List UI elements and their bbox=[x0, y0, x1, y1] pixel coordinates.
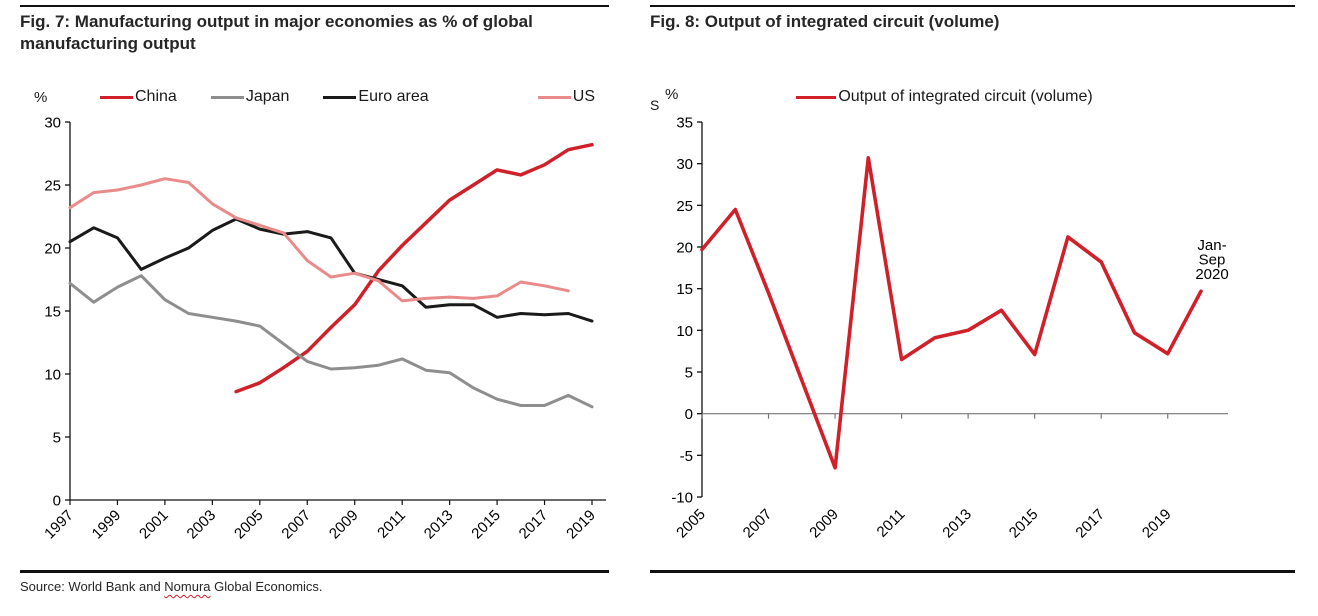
y-tick-label: 30 bbox=[676, 156, 693, 173]
x-tick-label: 2001 bbox=[136, 507, 172, 543]
legend-item-china: China bbox=[100, 88, 177, 106]
x-tick-label: 2017 bbox=[516, 507, 552, 543]
x-tick-label: 2015 bbox=[468, 507, 504, 543]
y-tick-label: -5 bbox=[680, 448, 693, 465]
fig8-legend-items: Output of integrated circuit (volume) bbox=[796, 88, 1093, 106]
x-tick-label: 2007 bbox=[278, 507, 314, 543]
source-text-prefix: Source: World Bank and bbox=[20, 579, 165, 594]
x-tick-label: 2009 bbox=[326, 507, 362, 543]
x-tick-label: 2003 bbox=[184, 507, 220, 543]
series-line-china bbox=[234, 142, 594, 394]
y-tick-label: 20 bbox=[44, 241, 61, 258]
y-tick-label: 0 bbox=[53, 493, 61, 510]
y-tick-label: 15 bbox=[676, 281, 693, 298]
legend-item-euro-area: Euro area bbox=[323, 88, 429, 106]
annotation-line: 2020 bbox=[1195, 266, 1228, 283]
x-axis: 2005 2007 2009 2011 2013 2015 2017 2019 bbox=[673, 413, 1228, 542]
x-tick-label: 2007 bbox=[740, 506, 776, 542]
legend-label: China bbox=[135, 88, 177, 105]
x-tick-label: 1997 bbox=[41, 507, 77, 543]
y-tick-label: 35 bbox=[676, 115, 693, 132]
legend-label: Output of integrated circuit (volume) bbox=[838, 88, 1093, 105]
legend-label: US bbox=[572, 88, 595, 105]
x-tick-label: 2019 bbox=[1139, 506, 1175, 542]
fig7-title: Fig. 7: Manufacturing output in major ec… bbox=[20, 12, 533, 53]
legend-swatch bbox=[100, 95, 133, 99]
legend-label: Euro area bbox=[358, 88, 429, 105]
x-tick-label: 2013 bbox=[421, 507, 457, 543]
legend-label: Japan bbox=[245, 88, 290, 105]
source-text-suffix: Global Economics. bbox=[210, 579, 323, 594]
y-tick-label: 0 bbox=[685, 406, 693, 423]
legend-swatch bbox=[537, 95, 571, 99]
fig8-bottom-rule bbox=[650, 570, 1295, 573]
x-tick-label: 2005 bbox=[231, 507, 267, 543]
fig8-top-rule bbox=[650, 5, 1295, 7]
x-tick-label: 2005 bbox=[673, 506, 709, 542]
series-line-us bbox=[68, 177, 570, 303]
y-tick-label: 20 bbox=[676, 240, 693, 257]
y-tick-label: -10 bbox=[671, 490, 693, 507]
x-tick-label: 2015 bbox=[1006, 506, 1042, 542]
fig8-legend: Output of integrated circuit (volume) bbox=[650, 85, 1295, 109]
annotation-line: Sep bbox=[1199, 252, 1226, 269]
x-axis: 1997 1999 2001 2003 2005 2007 2009 2011 2013 2015… bbox=[41, 499, 606, 543]
fig7-panel: Fig. 7: Manufacturing output in major ec… bbox=[20, 0, 609, 616]
y-tick-label: 25 bbox=[44, 178, 61, 195]
x-tick-label: 2011 bbox=[374, 507, 409, 542]
x-tick-label: 2011 bbox=[874, 506, 909, 541]
y-tick-label: 10 bbox=[44, 367, 61, 384]
annotation-line: Jan- bbox=[1197, 237, 1226, 254]
y-tick-label: 5 bbox=[685, 365, 693, 382]
x-tick-label: 1999 bbox=[89, 507, 125, 543]
y-tick-label: 10 bbox=[676, 323, 693, 340]
series-line-output-of-integrated-circuit-volume bbox=[700, 155, 1203, 470]
y-tick-label: 5 bbox=[53, 430, 61, 447]
legend-item-us: US bbox=[537, 88, 595, 106]
y-tick-label: 30 bbox=[44, 115, 61, 132]
fig8-y-axis-unit-label: % bbox=[665, 86, 679, 103]
y-tick-label: 15 bbox=[44, 304, 61, 321]
fig7-line-chart: 0 5 10 15 20 25 30 1997 1999 2001 2003 2005 2007 2009… bbox=[41, 115, 606, 543]
legend-item-output-of-integrated-circuit-volume: Output of integrated circuit (volume) bbox=[796, 88, 1093, 106]
fig7-top-rule bbox=[20, 5, 609, 7]
y-tick-label: 25 bbox=[676, 198, 693, 215]
series-line-japan bbox=[68, 274, 594, 409]
legend-item-japan: Japan bbox=[210, 88, 290, 106]
x-tick-label: 2017 bbox=[1072, 506, 1108, 542]
series-line-euro-area bbox=[68, 217, 594, 323]
x-tick-label: 2009 bbox=[806, 506, 842, 542]
fig7-bottom-rule bbox=[20, 570, 609, 573]
legend-swatch bbox=[796, 95, 837, 99]
x-tick-label: 2019 bbox=[563, 507, 599, 543]
fig8-panel: Fig. 8: Output of integrated circuit (vo… bbox=[650, 0, 1295, 616]
source-text-highlight: Nomura bbox=[164, 579, 211, 594]
legend-swatch bbox=[210, 95, 244, 99]
fig7-legend: % China Japan Euro area US bbox=[20, 85, 609, 109]
fig7-y-axis-unit-label: % bbox=[34, 88, 48, 106]
fig7-source: Source: World Bank and Nomura Global Eco… bbox=[20, 579, 323, 594]
fig8-title: Fig. 8: Output of integrated circuit (vo… bbox=[650, 12, 1000, 31]
clipped-text-fragment: S bbox=[650, 97, 660, 113]
fig7-legend-items: China Japan Euro area US bbox=[100, 88, 609, 106]
x-tick-label: 2013 bbox=[939, 506, 975, 542]
y-axis: -10 -5 0 5 10 15 20 25 30 35 bbox=[671, 115, 703, 507]
legend-swatch bbox=[323, 95, 357, 99]
y-axis: 0 5 10 15 20 25 30 bbox=[44, 115, 71, 510]
